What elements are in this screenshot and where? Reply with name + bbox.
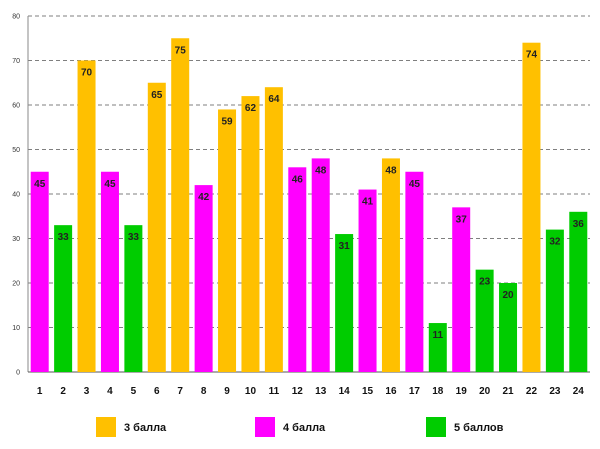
data-label-22: 74: [526, 50, 538, 61]
data-label-6: 65: [151, 90, 163, 101]
x-tick-label: 8: [201, 386, 207, 397]
data-label-8: 42: [198, 192, 210, 203]
y-tick-label: 40: [12, 192, 20, 199]
bar-16: [381, 158, 400, 372]
data-labels: 45 33 70 45 33 65 75 42 59 62 64 46 48 31 41 48 45 11 37 23…: [34, 45, 584, 341]
x-tick-label: 17: [409, 386, 421, 397]
legend-label: 3 балла: [124, 422, 167, 434]
bar-1: [30, 171, 49, 372]
x-tick-label: 6: [154, 386, 160, 397]
x-tick-label: 3: [84, 386, 90, 397]
y-tick-label: 80: [12, 14, 20, 21]
gridlines: [28, 15, 590, 328]
x-tick-label: 21: [502, 386, 514, 397]
y-tick-label: 20: [12, 281, 20, 288]
data-label-10: 62: [245, 103, 257, 114]
x-tick-label: 23: [549, 386, 561, 397]
bar-24: [569, 211, 588, 372]
x-tick-label: 14: [339, 386, 351, 397]
data-label-23: 32: [549, 237, 561, 248]
y-tick-label: 70: [12, 58, 20, 65]
bar-21: [499, 283, 518, 372]
data-label-21: 20: [502, 290, 514, 301]
bar-7: [171, 38, 190, 372]
x-tick-label: 24: [573, 386, 585, 397]
bar-3: [77, 60, 96, 372]
bar-18: [428, 323, 447, 372]
bar-17: [405, 171, 424, 372]
data-label-9: 59: [221, 116, 233, 127]
data-label-3: 70: [81, 68, 93, 79]
bar-22: [522, 42, 541, 372]
legend-swatch-3: [96, 417, 116, 437]
bar-19: [452, 207, 471, 372]
x-tick-label: 9: [224, 386, 230, 397]
x-tick-label: 1: [37, 386, 43, 397]
y-tick-label: 10: [12, 325, 20, 332]
data-label-5: 33: [128, 232, 140, 243]
data-label-13: 48: [315, 165, 327, 176]
bar-6: [147, 82, 166, 372]
y-tick-label: 0: [16, 370, 20, 377]
bar-2: [54, 225, 73, 372]
x-tick-label: 20: [479, 386, 491, 397]
data-label-12: 46: [292, 174, 304, 185]
x-tick-label: 16: [385, 386, 397, 397]
data-label-7: 75: [175, 45, 187, 56]
data-label-24: 36: [573, 219, 585, 230]
x-tick-label: 10: [245, 386, 257, 397]
data-label-11: 64: [268, 94, 280, 105]
x-tick-label: 15: [362, 386, 374, 397]
legend-label: 5 баллов: [454, 422, 504, 434]
bar-10: [241, 96, 260, 372]
legend-swatch-4: [255, 417, 275, 437]
x-tick-label: 2: [60, 386, 66, 397]
bar-5: [124, 225, 143, 372]
bar-15: [358, 189, 377, 372]
bars: [30, 38, 588, 372]
data-label-20: 23: [479, 277, 491, 288]
bar-4: [100, 171, 119, 372]
legend-swatch-5: [426, 417, 446, 437]
x-tick-label: 5: [131, 386, 137, 397]
y-tick-label: 60: [12, 103, 20, 110]
bar-9: [218, 109, 237, 372]
bar-14: [335, 234, 354, 372]
data-label-17: 45: [409, 179, 421, 190]
y-tick-label: 30: [12, 236, 20, 243]
data-label-18: 11: [433, 330, 444, 341]
x-tick-label: 4: [107, 386, 113, 397]
data-label-16: 48: [385, 165, 397, 176]
x-tick-label: 18: [432, 386, 444, 397]
data-label-19: 37: [456, 214, 468, 225]
x-tick-label: 11: [269, 386, 280, 397]
y-tick-label: 50: [12, 147, 20, 154]
bar-20: [475, 269, 494, 372]
data-label-14: 31: [339, 241, 351, 252]
data-label-4: 45: [104, 179, 116, 190]
x-tick-label: 12: [292, 386, 304, 397]
bar-8: [194, 185, 213, 372]
legend: 3 балла 4 балла 5 баллов: [96, 417, 504, 437]
bar-13: [311, 158, 330, 372]
legend-label: 4 балла: [283, 422, 326, 434]
x-tick-label: 7: [177, 386, 183, 397]
x-tick-label: 13: [315, 386, 327, 397]
x-tick-label: 19: [456, 386, 468, 397]
bar-12: [288, 167, 307, 372]
data-label-1: 45: [34, 179, 46, 190]
x-tick-label: 22: [526, 386, 538, 397]
data-label-2: 33: [58, 232, 70, 243]
bar-23: [545, 229, 564, 372]
bar-11: [264, 87, 283, 372]
data-label-15: 41: [362, 197, 374, 208]
